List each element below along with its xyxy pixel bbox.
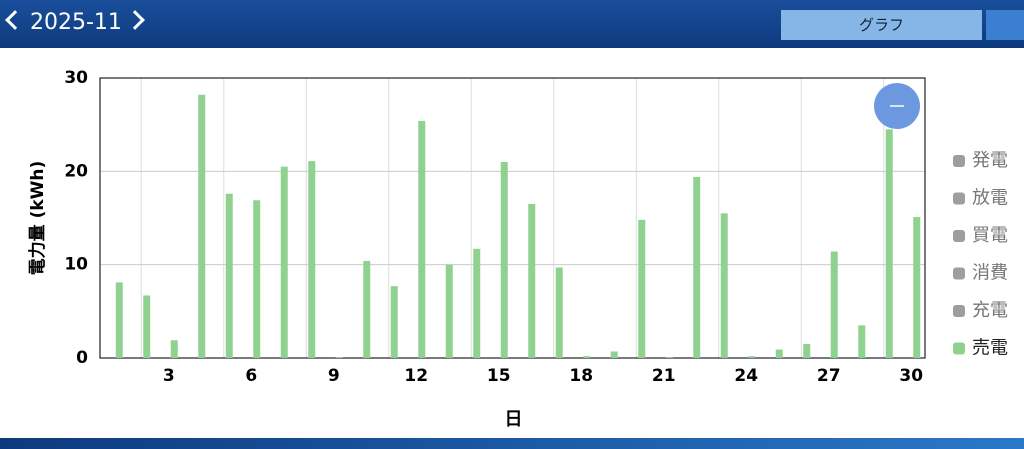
bar [693, 176, 701, 358]
bar [473, 248, 481, 358]
graph-tab[interactable]: グラフ [781, 10, 982, 40]
bar [500, 162, 508, 358]
bar [115, 282, 123, 358]
bar [528, 204, 536, 358]
x-tick-label: 3 [163, 366, 175, 386]
bar [445, 264, 453, 358]
bar [720, 213, 728, 358]
header: 2025-11 グラフ [0, 0, 1024, 48]
legend-label: 発電 [972, 150, 1008, 171]
bar [308, 161, 316, 358]
x-tick-label: 18 [569, 366, 593, 386]
bar [830, 251, 838, 358]
other-tab[interactable] [986, 10, 1024, 40]
bar [665, 357, 673, 358]
x-tick-label: 15 [487, 366, 511, 386]
x-tick-label: 21 [652, 366, 676, 386]
legend-swatch [953, 230, 965, 242]
x-tick-label: 12 [404, 366, 428, 386]
bar [610, 351, 618, 358]
bar [198, 94, 206, 359]
x-axis-label: 日 [505, 409, 523, 430]
legend-label: 消費 [972, 263, 1008, 284]
bar [363, 260, 371, 358]
bar [335, 357, 343, 358]
bar [418, 120, 426, 358]
bar [803, 344, 811, 358]
bar [913, 217, 921, 358]
legend-label: 売電 [972, 338, 1008, 359]
bar [858, 325, 866, 358]
x-tick-label: 9 [328, 366, 340, 386]
legend-swatch [953, 192, 965, 205]
month: 2025-11 [30, 10, 122, 35]
legend-swatch [953, 267, 965, 280]
bar [748, 356, 756, 358]
x-tick-label: 30 [899, 366, 923, 386]
legend-swatch [953, 305, 965, 317]
bar [253, 200, 261, 358]
x-tick-label: 6 [245, 366, 257, 386]
legend-label: 充電 [972, 300, 1008, 321]
bar [143, 295, 151, 358]
bar [555, 267, 563, 358]
y-tick-label: 20 [64, 161, 88, 181]
bar [885, 129, 893, 358]
legend-label: 放電 [972, 188, 1008, 209]
plot-frame [99, 77, 926, 359]
bar [390, 286, 398, 358]
x-tick-label: 27 [817, 366, 841, 386]
x-tick-label: 24 [734, 366, 758, 386]
bar [225, 193, 233, 358]
y-tick-label: 0 [76, 348, 88, 368]
footer-bar [0, 438, 1024, 449]
legend-swatch [953, 342, 965, 355]
y-tick-label: 10 [64, 255, 88, 275]
y-tick-label: 30 [64, 68, 88, 88]
bar [583, 356, 591, 358]
bar [170, 340, 178, 358]
y-axis-label: 電力量 (kWh) [27, 161, 48, 276]
bar [280, 166, 288, 358]
bar [775, 349, 783, 358]
bar [638, 219, 646, 358]
legend-label: 買電 [972, 225, 1008, 246]
legend-swatch [953, 155, 965, 167]
